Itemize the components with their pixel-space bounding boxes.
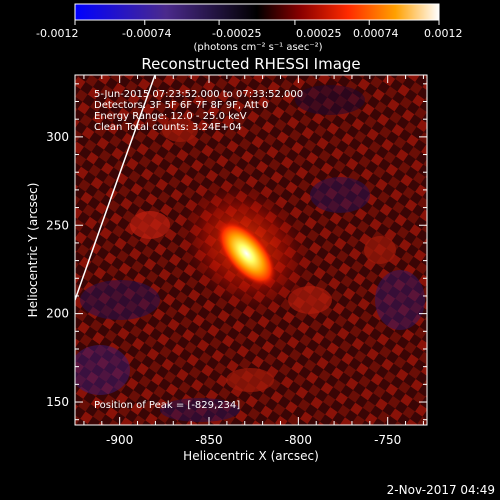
y-tick-label-2: 250 — [46, 218, 69, 232]
plot-title: Reconstructed RHESSI Image — [141, 55, 360, 73]
x-tick-label-3: -750 — [374, 433, 401, 447]
render-timestamp: 2-Nov-2017 04:49 — [387, 483, 495, 497]
colorbar: -0.0012 -0.00074 -0.00025 0.00025 0.0007… — [36, 3, 463, 53]
info-line-clean: Clean Total counts: 3.24E+04 — [94, 122, 242, 133]
peak-source — [216, 220, 277, 287]
axis-ticks — [75, 75, 427, 425]
colorbar-tick-label-2: -0.00025 — [212, 27, 261, 40]
x-tick-label-0: -900 — [106, 433, 133, 447]
x-axis-title: Heliocentric X (arcsec) — [183, 449, 319, 463]
colorbar-tick-label-4: 0.00074 — [353, 27, 399, 40]
colorbar-tick-label-5: 0.0012 — [424, 27, 463, 40]
colorbar-strip — [74, 3, 440, 21]
colorbar-units-label: (photons cm⁻² s⁻¹ asec⁻²) — [193, 42, 322, 53]
info-line-time: 5-Jun-2015 07:23:52.000 to 07:33:52.000 — [94, 89, 303, 100]
plot-frame — [74, 74, 428, 426]
y-tick-label-1: 200 — [46, 307, 69, 321]
colorbar-tick-label-0: -0.0012 — [36, 27, 78, 40]
peak-position-label: Position of Peak = [-829,234] — [94, 400, 240, 411]
heatmap-image — [75, 75, 427, 425]
colorbar-ticks — [74, 20, 440, 25]
dark-patches — [75, 85, 425, 422]
y-tick-label-0: 150 — [46, 395, 69, 409]
x-tick-label-2: -800 — [285, 433, 312, 447]
info-line-detectors: Detectors: 3F 5F 6F 7F 8F 9F, Att 0 — [94, 100, 268, 111]
x-tick-label-1: -850 — [195, 433, 222, 447]
colorbar-tick-label-1: -0.00074 — [122, 27, 171, 40]
y-tick-label-3: 300 — [46, 130, 69, 144]
solar-limb — [75, 75, 156, 301]
y-axis-title: Heliocentric Y (arcsec) — [26, 183, 40, 318]
colorbar-tick-label-3: 0.00025 — [296, 27, 342, 40]
info-line-energy: Energy Range: 12.0 - 25.0 keV — [94, 111, 247, 122]
